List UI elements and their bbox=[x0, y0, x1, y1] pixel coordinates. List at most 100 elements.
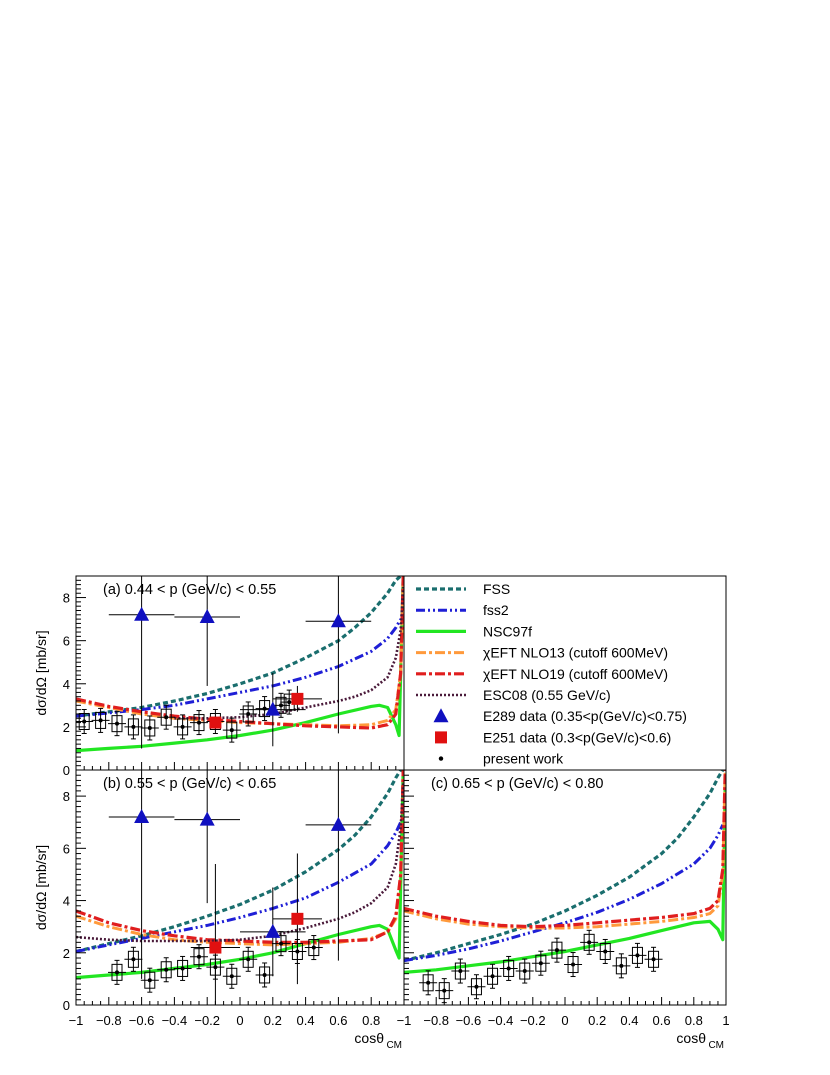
present-work-point bbox=[467, 974, 486, 1000]
x-tick-label: 0.4 bbox=[620, 1013, 638, 1028]
nlo13-curve bbox=[404, 770, 726, 930]
fss-curve bbox=[76, 770, 403, 954]
present-work-point bbox=[222, 717, 241, 743]
present-work-point bbox=[157, 704, 176, 730]
legend-label: ESC08 (0.55 GeV/c) bbox=[483, 687, 611, 703]
x-tick-label: 0.2 bbox=[588, 1013, 606, 1028]
present-work-point bbox=[140, 967, 159, 993]
x-tick-label: −1 bbox=[69, 1013, 84, 1028]
e289-point bbox=[174, 770, 240, 904]
x-tick-label: −0.6 bbox=[456, 1013, 482, 1028]
x-tick-label: 0.6 bbox=[653, 1013, 671, 1028]
present-work-point bbox=[644, 946, 663, 972]
y-axis-label: dσ/dΩ [mb/sr] bbox=[33, 630, 49, 715]
present-work-point bbox=[190, 710, 208, 736]
y-tick-label: 8 bbox=[63, 591, 70, 606]
legend-item-esc08: ESC08 (0.55 GeV/c) bbox=[416, 687, 611, 703]
legend-dot-marker bbox=[438, 756, 444, 761]
present-work-point bbox=[272, 931, 290, 957]
panel-label-c: (c) 0.65 < p (GeV/c) < 0.80 bbox=[431, 776, 603, 792]
legend-item-e251: E251 data (0.3<p(GeV/c)<0.6) bbox=[435, 729, 671, 745]
legend-item-nlo13: χEFT NLO13 (cutoff 600MeV) bbox=[416, 645, 668, 661]
present-work-point bbox=[124, 714, 143, 740]
present-work-point bbox=[108, 959, 126, 985]
e289-point bbox=[108, 770, 175, 979]
legend-label: present work bbox=[483, 751, 564, 767]
present-work-point bbox=[419, 970, 438, 996]
present-work-point bbox=[435, 978, 454, 1004]
legend-item-fss: FSS bbox=[416, 581, 510, 597]
present-work-point bbox=[173, 955, 192, 981]
present-work-point bbox=[239, 701, 258, 727]
present-work-point bbox=[580, 929, 599, 955]
y-axis-label: dσ/dΩ [mb/sr] bbox=[33, 845, 49, 930]
y-tick-label: 8 bbox=[63, 789, 70, 804]
panel-a-points bbox=[76, 576, 372, 749]
present-work-point bbox=[304, 935, 323, 961]
x-axis-label: cosθ bbox=[676, 1030, 706, 1046]
x-tick-label: −0.4 bbox=[488, 1013, 514, 1028]
x-tick-label: −0.4 bbox=[162, 1013, 188, 1028]
present-work-point bbox=[222, 963, 241, 989]
nlo19-curve bbox=[76, 576, 404, 730]
e289-point bbox=[174, 576, 240, 686]
x-tick-label: −0.2 bbox=[520, 1013, 546, 1028]
x-tick-label: −0.6 bbox=[129, 1013, 155, 1028]
x-tick-label: −1 bbox=[397, 1013, 412, 1028]
x-axis-label: cosθ bbox=[354, 1030, 384, 1046]
e289-point bbox=[305, 770, 372, 961]
x-tick-label: 0.8 bbox=[362, 1013, 380, 1028]
present-work-point bbox=[531, 950, 550, 976]
present-work-point bbox=[255, 962, 274, 988]
e289-point bbox=[240, 673, 306, 747]
present-work-point bbox=[157, 957, 176, 983]
y-tick-label: 6 bbox=[63, 634, 70, 649]
esc08-curve bbox=[174, 586, 404, 720]
present-work-point bbox=[108, 711, 126, 737]
nsc97f-curve bbox=[404, 783, 726, 974]
e251-point bbox=[190, 864, 240, 1005]
y-tick-label: 4 bbox=[63, 894, 70, 909]
panel-b-points bbox=[108, 770, 372, 1005]
present-work-point bbox=[91, 707, 110, 733]
x-tick-label: −0.8 bbox=[96, 1013, 122, 1028]
legend-label: NSC97f bbox=[483, 623, 532, 639]
present-work-point bbox=[628, 942, 647, 968]
legend-item-nsc97f: NSC97f bbox=[416, 623, 532, 639]
x-tick-label: 0.6 bbox=[329, 1013, 347, 1028]
x-tick-label: 0 bbox=[561, 1013, 568, 1028]
nlo19-curve bbox=[404, 770, 726, 929]
legend-label: FSS bbox=[483, 581, 510, 597]
nsc97f-curve bbox=[76, 770, 404, 980]
x-axis-label-subscript: CM bbox=[386, 1040, 402, 1051]
present-work-point bbox=[76, 709, 94, 734]
legend-label: χEFT NLO13 (cutoff 600MeV) bbox=[483, 645, 668, 661]
present-work-point bbox=[547, 937, 566, 963]
legend-label: χEFT NLO19 (cutoff 600MeV) bbox=[483, 666, 668, 682]
present-work-point bbox=[564, 952, 583, 978]
legend-label: E251 data (0.3<p(GeV/c)<0.6) bbox=[483, 729, 671, 745]
e251-point bbox=[209, 716, 222, 730]
present-work-point bbox=[596, 938, 615, 964]
present-work-point bbox=[515, 958, 534, 984]
e289-point bbox=[240, 887, 306, 977]
legend-item-present: present work bbox=[438, 751, 564, 767]
x-tick-label: −0.8 bbox=[423, 1013, 449, 1028]
legend-triangle-marker bbox=[433, 708, 449, 723]
present-work-point bbox=[451, 958, 470, 984]
present-work-point bbox=[499, 955, 518, 981]
legend-item-e289: E289 data (0.35<p(GeV/c)<0.75) bbox=[433, 708, 687, 724]
panel-c-curves bbox=[404, 770, 726, 974]
legend-label: E289 data (0.35<p(GeV/c)<0.75) bbox=[483, 708, 687, 724]
panel-label-b: (b) 0.55 < p (GeV/c) < 0.65 bbox=[103, 776, 276, 792]
present-work-point bbox=[612, 953, 631, 979]
y-tick-label: 4 bbox=[63, 677, 70, 692]
y-tick-label: 2 bbox=[63, 720, 70, 735]
x-tick-label: 1 bbox=[722, 1013, 729, 1028]
x-tick-label: −0.2 bbox=[194, 1013, 220, 1028]
esc08-curve bbox=[76, 783, 404, 943]
legend-square-marker bbox=[435, 731, 447, 744]
legend-item-nlo19: χEFT NLO19 (cutoff 600MeV) bbox=[416, 666, 668, 682]
x-tick-label: 0.2 bbox=[264, 1013, 282, 1028]
